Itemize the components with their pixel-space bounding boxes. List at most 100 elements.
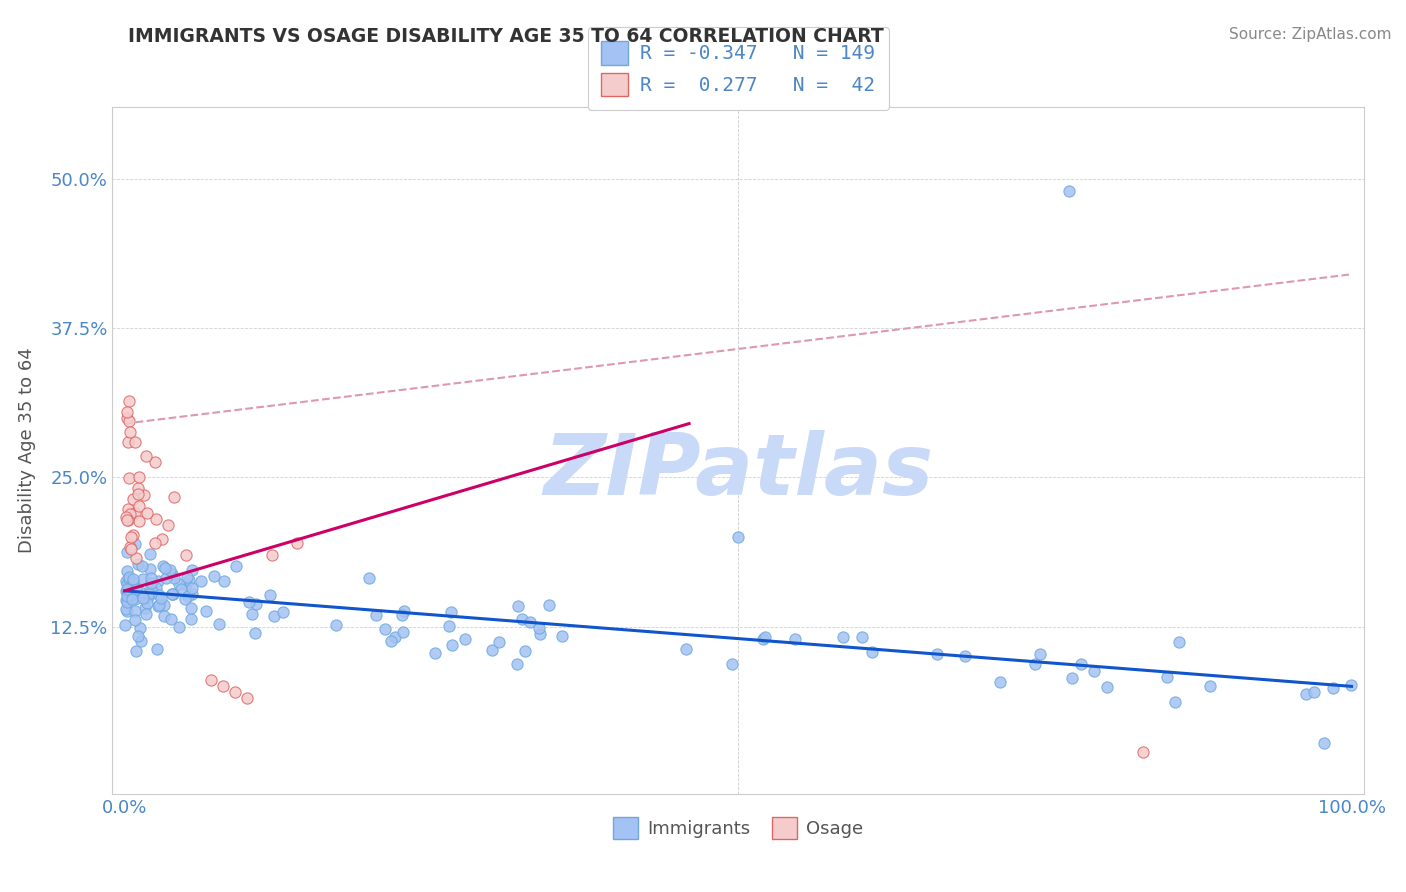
Point [115,582,138,596]
Point [177,589,200,603]
Point [121,588,143,602]
Point [135,607,157,622]
Point [180,581,202,595]
Point [153,561,176,575]
Point [155,570,177,584]
Text: Source: ZipAtlas.com: Source: ZipAtlas.com [1229,27,1392,42]
Point [454,632,477,646]
Point [380,634,402,648]
Point [117,576,139,591]
Point [145,581,167,595]
Point [115,602,138,616]
Point [128,514,150,528]
Point [260,548,283,562]
Point [120,581,142,595]
Legend: Immigrants, Osage: Immigrants, Osage [606,810,870,847]
Point [132,572,155,586]
Point [117,410,139,425]
Point [115,564,138,578]
Point [115,584,138,599]
Point [131,634,153,648]
Point [117,502,139,516]
Point [118,413,141,427]
Point [139,547,162,561]
Point [115,574,138,589]
Point [505,657,527,671]
Point [115,595,138,609]
Point [143,455,166,469]
Point [391,608,413,623]
Point [519,615,541,629]
Point [392,625,415,640]
Point [142,584,165,599]
Point [132,591,155,606]
Point [208,617,231,632]
Point [150,532,173,546]
Point [134,488,156,502]
Point [118,471,141,485]
Point [727,530,749,544]
Point [1132,745,1154,759]
Point [325,618,347,632]
Point [118,541,141,555]
Point [1083,664,1105,678]
Point [754,630,776,644]
Point [148,599,170,613]
Point [145,536,167,550]
Point [359,571,381,585]
Point [156,518,179,533]
Point [124,604,146,618]
Point [240,607,263,621]
Point [236,691,259,706]
Point [1198,679,1220,693]
Point [127,481,149,495]
Point [128,499,150,513]
Point [177,573,200,587]
Point [120,530,142,544]
Point [364,607,387,622]
Point [141,571,163,585]
Point [180,563,202,577]
Point [163,571,186,585]
Point [174,576,197,591]
Point [146,574,169,588]
Point [384,631,406,645]
Point [118,507,141,521]
Point [159,612,181,626]
Point [176,570,198,584]
Point [212,574,235,589]
Point [1070,657,1092,671]
Point [124,592,146,607]
Point [152,598,174,612]
Point [117,405,139,419]
Point [124,434,146,449]
Point [114,593,136,607]
Point [195,603,218,617]
Point [1340,678,1362,692]
Point [135,450,157,464]
Point [238,595,260,609]
Point [169,577,191,591]
Point [988,675,1011,690]
Point [138,587,160,601]
Point [117,545,139,559]
Point [224,685,246,699]
Point [114,618,136,632]
Point [440,639,463,653]
Point [190,574,212,588]
Point [180,587,202,601]
Point [117,582,139,596]
Point [122,574,145,589]
Point [131,559,153,574]
Point [1024,657,1046,671]
Text: ZIPatlas: ZIPatlas [543,430,934,513]
Point [118,425,141,439]
Point [925,648,948,662]
Point [134,600,156,615]
Point [117,590,139,604]
Point [127,558,149,572]
Point [121,584,143,599]
Point [1313,736,1336,750]
Point [118,582,141,597]
Point [538,599,561,613]
